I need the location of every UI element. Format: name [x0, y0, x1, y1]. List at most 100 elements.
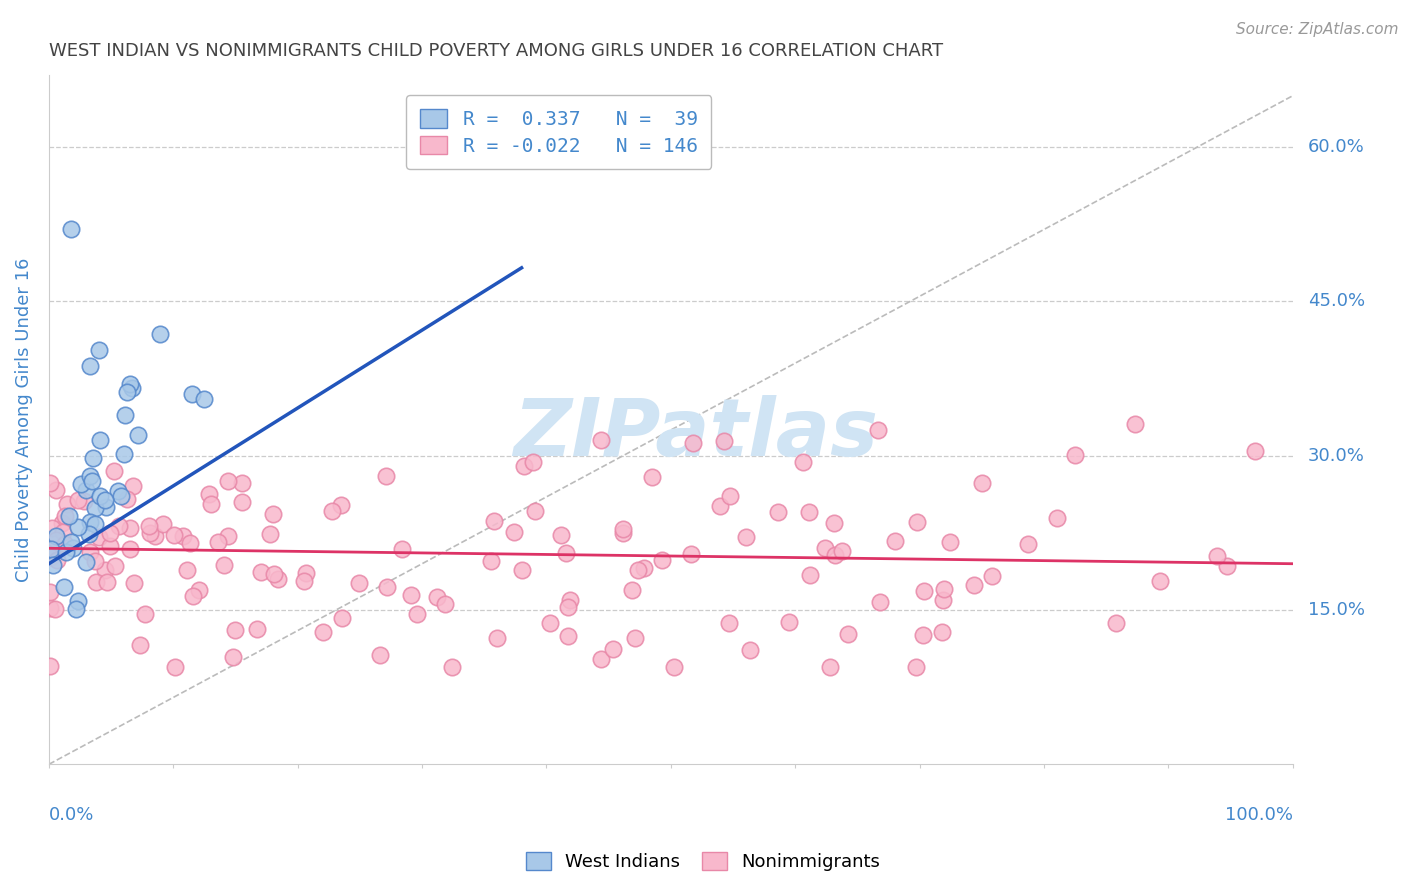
Point	[53, 509, 76, 524]
Point	[513, 459, 536, 474]
Point	[139, 525, 162, 540]
Point	[718, 489, 741, 503]
Point	[259, 527, 281, 541]
Point	[82, 475, 104, 489]
Point	[143, 529, 166, 543]
Point	[41, 521, 63, 535]
Point	[292, 574, 315, 588]
Point	[39, 658, 62, 673]
Text: 100.0%: 100.0%	[1225, 805, 1292, 823]
Point	[163, 528, 186, 542]
Point	[188, 583, 211, 598]
Point	[89, 433, 111, 447]
Point	[200, 497, 222, 511]
Point	[120, 521, 142, 535]
Point	[627, 563, 650, 577]
Point	[41, 558, 63, 572]
Point	[89, 490, 111, 504]
Point	[681, 547, 703, 561]
Point	[75, 555, 97, 569]
Point	[134, 607, 156, 621]
Point	[589, 433, 612, 447]
Point	[441, 659, 464, 673]
Point	[60, 222, 83, 236]
Point	[46, 553, 69, 567]
Point	[682, 435, 704, 450]
Point	[52, 580, 75, 594]
Point	[121, 381, 143, 395]
Point	[510, 563, 533, 577]
Point	[246, 622, 269, 636]
Point	[79, 545, 101, 559]
Point	[231, 495, 253, 509]
Point	[249, 565, 271, 579]
Point	[399, 588, 422, 602]
Point	[127, 428, 149, 442]
Point	[56, 498, 79, 512]
Point	[39, 585, 62, 599]
Point	[330, 498, 353, 512]
Point	[231, 476, 253, 491]
Point	[122, 575, 145, 590]
Point	[84, 575, 107, 590]
Point	[217, 474, 239, 488]
Text: 45.0%: 45.0%	[1308, 293, 1365, 310]
Point	[980, 569, 1002, 583]
Text: 0.0%: 0.0%	[49, 805, 94, 823]
Point	[118, 377, 141, 392]
Point	[45, 483, 67, 497]
Point	[311, 625, 333, 640]
Point	[83, 517, 105, 532]
Point	[321, 504, 343, 518]
Point	[94, 493, 117, 508]
Text: 15.0%: 15.0%	[1308, 601, 1365, 619]
Point	[884, 533, 907, 548]
Point	[837, 627, 859, 641]
Point	[554, 546, 576, 560]
Point	[176, 563, 198, 577]
Point	[377, 580, 399, 594]
Point	[87, 530, 110, 544]
Point	[939, 534, 962, 549]
Point	[824, 548, 846, 562]
Point	[107, 484, 129, 499]
Point	[214, 558, 236, 572]
Point	[197, 486, 219, 500]
Point	[503, 525, 526, 540]
Point	[904, 659, 927, 673]
Point	[70, 477, 93, 491]
Point	[262, 508, 284, 522]
Point	[905, 515, 928, 529]
Point	[181, 589, 204, 603]
Point	[115, 384, 138, 399]
Point	[103, 464, 125, 478]
Point	[717, 615, 740, 630]
Point	[58, 508, 80, 523]
Point	[79, 526, 101, 541]
Point	[818, 659, 841, 673]
Point	[44, 602, 66, 616]
Point	[120, 541, 142, 556]
Point	[479, 554, 502, 568]
Point	[1216, 558, 1239, 573]
Point	[82, 450, 104, 465]
Point	[129, 638, 152, 652]
Point	[152, 517, 174, 532]
Point	[778, 615, 800, 629]
Point	[263, 567, 285, 582]
Point	[1063, 449, 1085, 463]
Point	[60, 535, 83, 549]
Point	[591, 652, 613, 666]
Point	[149, 326, 172, 341]
Point	[522, 455, 544, 469]
Point	[39, 601, 62, 615]
Point	[792, 455, 814, 469]
Text: 60.0%: 60.0%	[1308, 138, 1364, 156]
Point	[766, 505, 789, 519]
Point	[330, 611, 353, 625]
Point	[45, 533, 67, 547]
Point	[931, 625, 953, 640]
Point	[84, 554, 107, 568]
Legend: West Indians, Nonimmigrants: West Indians, Nonimmigrants	[519, 846, 887, 879]
Point	[221, 650, 243, 665]
